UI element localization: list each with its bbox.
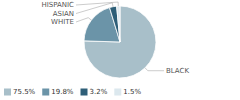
slice-label: WHITE — [51, 18, 74, 26]
slice-label: BLACK — [166, 67, 189, 75]
legend-label: 1.5% — [123, 88, 141, 96]
legend-label: 3.2% — [90, 88, 108, 96]
pie-slice — [117, 6, 120, 42]
leader-line — [76, 18, 91, 22]
legend-swatch — [81, 89, 88, 96]
pie — [84, 6, 156, 78]
slice-label: ASIAN — [53, 10, 74, 18]
legend-swatch — [114, 89, 121, 96]
legend-label: 19.8% — [51, 88, 74, 96]
leader-line — [145, 68, 164, 71]
leader-line — [76, 3, 113, 14]
legend-swatch — [42, 89, 49, 96]
chart: HISPANICASIANWHITE BLACK 75.5% 19.8% 3.2% 1.5… — [0, 0, 240, 100]
slice-labels: HISPANICASIANWHITE BLACK — [41, 1, 189, 75]
pie-slice — [84, 6, 156, 78]
pie-slice — [110, 6, 120, 42]
legend: 75.5% 19.8% 3.2% 1.5% — [4, 88, 141, 96]
legend-label: 75.5% — [13, 88, 36, 96]
legend-swatch — [4, 89, 11, 96]
slice-label: HISPANIC — [41, 1, 74, 9]
